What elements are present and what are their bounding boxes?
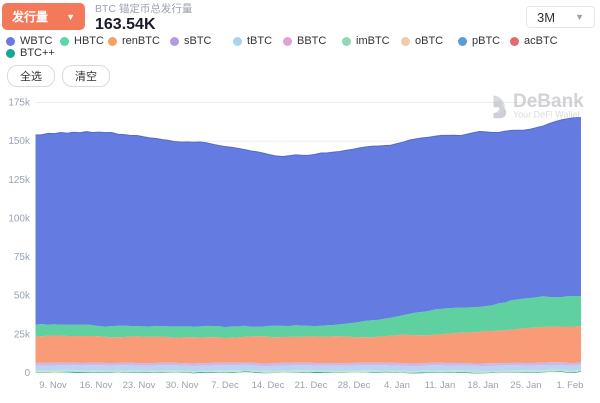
svg-text:75k: 75k [14,252,31,263]
svg-text:100k: 100k [8,213,31,224]
svg-text:7. Dec: 7. Dec [211,380,239,391]
svg-text:14. Dec: 14. Dec [252,380,285,391]
svg-text:25k: 25k [14,329,31,340]
svg-text:23. Nov: 23. Nov [123,380,156,391]
svg-text:18. Jan: 18. Jan [467,380,498,391]
svg-text:175k: 175k [8,98,31,109]
svg-text:Your DeFi Wallet: Your DeFi Wallet [513,110,580,120]
svg-text:1. Feb: 1. Feb [557,380,584,391]
svg-text:30. Nov: 30. Nov [166,380,199,391]
svg-text:11. Jan: 11. Jan [425,380,455,391]
svg-text:150k: 150k [8,136,31,147]
svg-text:0: 0 [24,368,30,379]
svg-text:21. Dec: 21. Dec [295,380,328,391]
svg-text:16. Nov: 16. Nov [80,380,113,391]
svg-text:125k: 125k [8,175,31,186]
svg-text:50k: 50k [14,291,31,302]
svg-text:4. Jan: 4. Jan [384,380,410,391]
svg-text:9. Nov: 9. Nov [39,380,67,391]
svg-text:25. Jan: 25. Jan [510,380,541,391]
svg-text:28. Dec: 28. Dec [338,380,371,391]
